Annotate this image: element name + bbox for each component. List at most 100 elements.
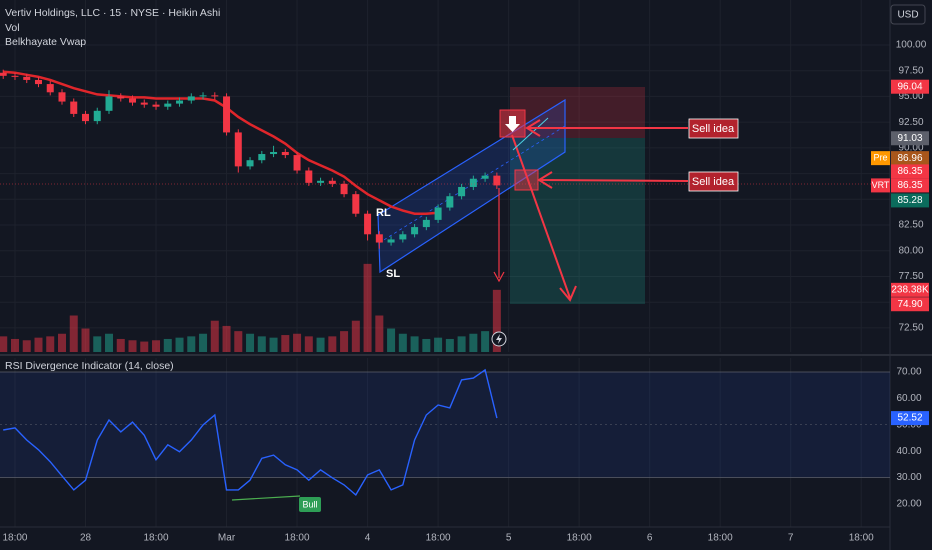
- candle-body: [93, 110, 101, 122]
- volume-bar: [340, 331, 349, 352]
- x-tick-label: 18:00: [567, 533, 592, 544]
- drop-arrowhead: [493, 271, 505, 283]
- candle-body: [117, 96, 125, 99]
- x-tick-label: 18:00: [144, 533, 169, 544]
- vwap-line: [3, 70, 439, 215]
- volume-bar: [257, 336, 266, 352]
- volume-bar: [328, 336, 337, 352]
- volume-bar: [246, 333, 255, 352]
- rsi-tick-label: 30.00: [896, 472, 921, 483]
- candle-body: [399, 234, 407, 240]
- sl-label: SL: [386, 268, 400, 280]
- bolt: [496, 334, 502, 344]
- candle-body: [458, 186, 466, 197]
- sell-label: Sell idea: [692, 123, 735, 135]
- y-tick-label: 90.00: [898, 142, 923, 153]
- candle-body: [34, 79, 42, 85]
- candle-body: [258, 154, 266, 161]
- volume-bar: [434, 337, 443, 352]
- price-tag: [891, 131, 929, 146]
- volume-bar: [304, 336, 313, 352]
- volume-bar: [22, 340, 31, 352]
- x-tick-label: 7: [788, 533, 794, 544]
- y-tick-label: 77.50: [898, 271, 923, 282]
- target-arrowhead: [559, 285, 577, 302]
- candle-body: [187, 96, 195, 101]
- candle-body: [223, 96, 231, 133]
- entry-box-2: [514, 169, 539, 191]
- price-tag: [891, 178, 929, 193]
- sell-arrowhead-2: [537, 171, 553, 189]
- candle-body: [234, 132, 242, 167]
- price-tag-label: 85.28: [897, 195, 922, 206]
- candle-body: [140, 102, 148, 105]
- currency[interactable]: USD: [897, 10, 918, 21]
- y-tick-label: 92.50: [898, 117, 923, 128]
- volume-bar: [34, 337, 43, 352]
- volume-bar: [187, 336, 196, 352]
- price-tag-label: 238.38K: [891, 284, 929, 295]
- x-tick-label: 18:00: [2, 533, 27, 544]
- target-zone: [510, 138, 645, 304]
- volume-bar: [0, 336, 8, 352]
- volume-bar: [175, 337, 184, 352]
- y-tick-label: 97.50: [898, 65, 923, 76]
- volume-bar: [469, 333, 478, 352]
- candle-body: [11, 75, 19, 77]
- x-tick-label: 18:00: [285, 533, 310, 544]
- x-tick-label: 18:00: [426, 533, 451, 544]
- rsi-title: RSI Divergence Indicator (14, close): [5, 360, 174, 372]
- price-tag-label: 86.96: [897, 153, 922, 164]
- x-tick-label: 6: [647, 533, 653, 544]
- candle-body: [270, 151, 278, 155]
- candle-body: [164, 103, 172, 107]
- candle-body: [411, 227, 419, 235]
- price-tag-label: 96.04: [897, 81, 922, 92]
- candle-body: [317, 180, 325, 183]
- x-tick-label: 18:00: [708, 533, 733, 544]
- candle-body: [352, 194, 360, 214]
- volume-bar: [222, 325, 231, 352]
- volume-bar: [375, 315, 384, 352]
- stop-zone: [510, 87, 645, 138]
- volume-bar: [140, 341, 149, 352]
- rsi-tick-label: 60.00: [896, 393, 921, 404]
- volume-bar: [69, 315, 78, 352]
- volume-bar: [210, 320, 219, 352]
- candle-body: [0, 72, 7, 76]
- x-tick-label: 4: [365, 533, 371, 544]
- y-tick-label: 82.50: [898, 220, 923, 231]
- vwap-label: Belkhayate Vwap: [5, 36, 86, 48]
- price-tag: [891, 297, 929, 312]
- candle-body: [387, 239, 395, 243]
- candle-body: [176, 100, 184, 104]
- volume-bar: [234, 331, 243, 352]
- sell-label-box: [688, 118, 739, 139]
- volume-bar: [351, 320, 360, 352]
- volume-bar: [199, 333, 208, 352]
- sell-label: Sell idea: [692, 176, 735, 188]
- volume-bar: [269, 337, 278, 352]
- divergence-line: [231, 495, 301, 501]
- candle-body: [70, 101, 78, 114]
- volume-bar: [457, 336, 466, 352]
- volume-bar: [105, 333, 114, 352]
- y-tick-label: 95.00: [898, 91, 923, 102]
- bull-label: Bull: [302, 499, 317, 509]
- candle-body: [493, 175, 501, 186]
- currency-button[interactable]: [890, 4, 926, 25]
- price-tag: [891, 151, 929, 166]
- chart-title: Vertiv Holdings, LLC · 15 · NYSE · Heiki…: [5, 7, 220, 19]
- bull-box: [299, 497, 321, 512]
- rsi-tick-label: 70.00: [896, 367, 921, 378]
- sell-arrow-2: [539, 179, 689, 182]
- candle-body: [152, 104, 160, 107]
- price-tag: [891, 164, 929, 179]
- price-tag: [891, 193, 929, 208]
- volume-bar: [492, 289, 501, 352]
- volume-bar: [57, 333, 66, 352]
- volume-bar: [46, 336, 55, 352]
- volume-bar: [293, 333, 302, 352]
- candle-body: [82, 113, 90, 122]
